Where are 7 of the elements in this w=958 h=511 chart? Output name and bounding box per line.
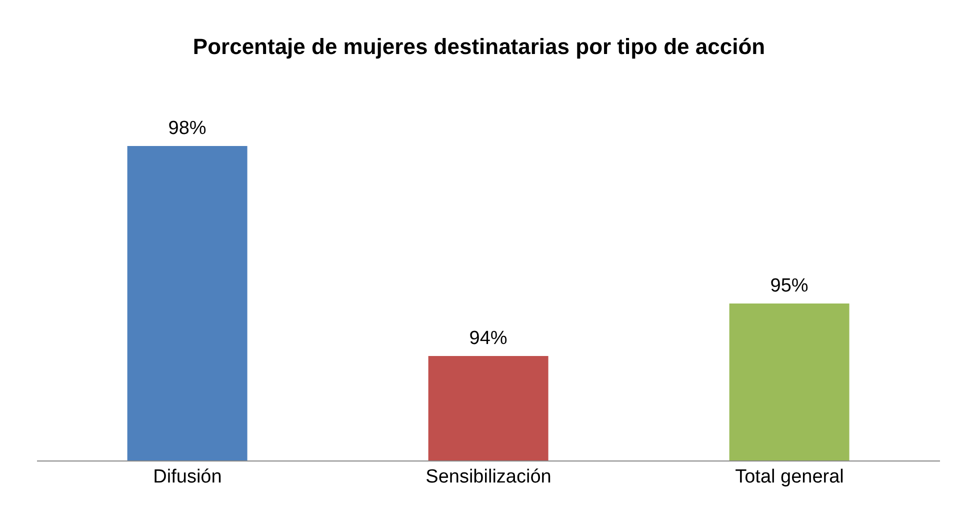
chart-title: Porcentaje de mujeres destinatarias por tipo de acción <box>192 34 766 60</box>
x-tick-label: Total general <box>735 466 844 488</box>
data-label: 98% <box>168 118 206 139</box>
data-label: 94% <box>469 328 508 349</box>
x-tick-label: Sensibilización <box>426 466 552 488</box>
data-label: 95% <box>770 276 808 296</box>
x-tick-label: Difusión <box>153 466 222 488</box>
